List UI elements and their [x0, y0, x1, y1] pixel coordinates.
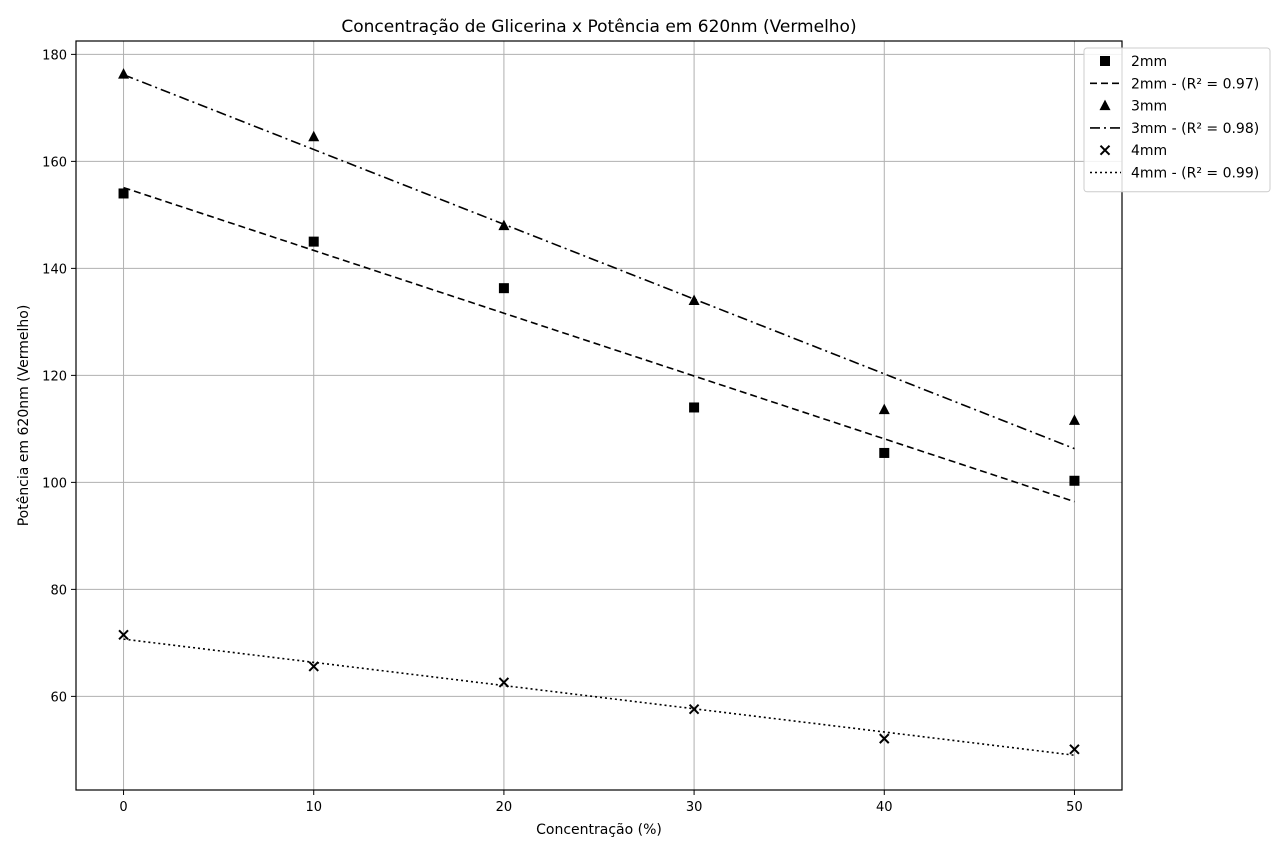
data-point-3mm: [688, 294, 700, 305]
axis-ticks: 0 10 20 30 40 50 60 80 100 120 140 160 180: [42, 48, 1083, 815]
fit-lines: [123, 73, 1075, 757]
y-tick-label: 160: [42, 155, 67, 170]
legend-label: 3mm - (R² = 0.98): [1131, 121, 1259, 137]
legend: 2mm 2mm - (R² = 0.97) 3mm 3mm - (R² = 0.98)…: [1083, 47, 1271, 193]
data-point-4mm: [308, 661, 319, 672]
data-point-2mm: [689, 402, 700, 413]
data-point-2mm: [879, 447, 890, 458]
legend-marker-4mm: [1099, 144, 1111, 156]
chart-title: Concentração de Glicerina x Potência em …: [341, 17, 856, 37]
data-point-4mm: [688, 704, 700, 715]
data-point-4mm: [1069, 744, 1080, 755]
data-point-3mm: [1068, 414, 1080, 425]
data-point-2mm: [308, 236, 319, 247]
fit-line-2mm: [123, 186, 1075, 503]
data-point-2mm: [118, 188, 129, 199]
y-tick-label: 80: [50, 583, 67, 598]
x-tick-label: 0: [119, 800, 127, 815]
x-tick-label: 50: [1066, 800, 1083, 815]
legend-box: [1083, 47, 1271, 193]
legend-marker-3mm: [1099, 99, 1111, 111]
x-tick-label: 20: [496, 800, 513, 815]
data-point-4mm: [498, 677, 510, 688]
legend-marker-2mm: [1100, 56, 1110, 66]
data-point-3mm: [308, 130, 320, 142]
data-point-2mm: [1069, 475, 1080, 486]
grid: [76, 41, 1122, 790]
x-tick-label: 40: [876, 800, 893, 815]
data-points: [118, 68, 1080, 755]
y-tick-label: 120: [42, 369, 67, 384]
legend-label: 2mm - (R² = 0.97): [1131, 76, 1259, 92]
legend-label: 3mm: [1131, 99, 1167, 115]
legend-label: 4mm: [1131, 143, 1167, 159]
y-tick-label: 60: [50, 690, 67, 705]
y-tick-label: 180: [42, 48, 67, 63]
data-point-4mm: [879, 733, 890, 744]
x-axis-label: Concentração (%): [536, 822, 662, 838]
x-tick-label: 10: [305, 800, 322, 815]
y-tick-label: 140: [42, 262, 67, 277]
data-point-3mm: [498, 219, 510, 231]
legend-label: 4mm - (R² = 0.99): [1131, 166, 1259, 182]
x-tick-label: 30: [686, 800, 703, 815]
data-point-3mm: [118, 68, 130, 79]
data-point-3mm: [878, 403, 890, 415]
data-point-2mm: [498, 283, 509, 294]
legend-label: 2mm: [1131, 54, 1167, 70]
y-axis-label: Potência em 620nm (Vermelho): [16, 305, 32, 527]
y-tick-label: 100: [42, 476, 67, 491]
plot-frame: [75, 40, 1123, 791]
data-point-4mm: [118, 629, 129, 641]
